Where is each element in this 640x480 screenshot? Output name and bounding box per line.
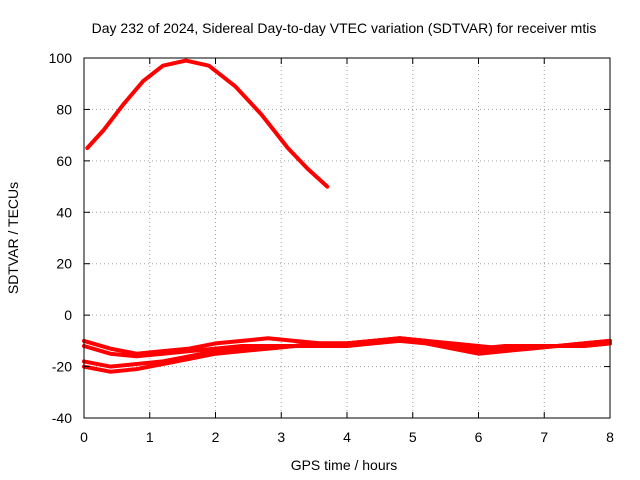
- series-group: [82, 58, 612, 374]
- y-tick-label: -40: [52, 410, 72, 426]
- x-tick-label: 3: [277, 429, 285, 445]
- x-tick-label: 8: [606, 429, 614, 445]
- series-line-band-3: [82, 338, 612, 369]
- y-tick-label: 100: [49, 50, 73, 66]
- x-tick-label: 5: [409, 429, 417, 445]
- series-line-band-4: [82, 336, 612, 374]
- chart-title: Day 232 of 2024, Sidereal Day-to-day VTE…: [92, 20, 597, 36]
- y-tick-label: 40: [56, 204, 72, 220]
- x-tick-label: 2: [212, 429, 220, 445]
- y-axis-title: SDTVAR / TECUs: [5, 182, 21, 294]
- grid-lines: [84, 58, 610, 418]
- y-tick-label: -20: [52, 359, 72, 375]
- y-tick-label: 80: [56, 101, 72, 117]
- x-axis-title: GPS time / hours: [291, 457, 398, 473]
- series-line-arc-high: [85, 58, 330, 189]
- x-tick-label: 1: [146, 429, 154, 445]
- x-tick-label: 0: [80, 429, 88, 445]
- y-tick-label: 60: [56, 153, 72, 169]
- y-tick-label: 0: [64, 307, 72, 323]
- x-tick-label: 6: [475, 429, 483, 445]
- axis-ticks: 0 1 2 3 4 5 6 7 8 -40 -20 0 20 40 60 80 100: [49, 50, 614, 445]
- x-tick-label: 4: [343, 429, 351, 445]
- y-tick-label: 20: [56, 256, 72, 272]
- x-tick-label: 7: [540, 429, 548, 445]
